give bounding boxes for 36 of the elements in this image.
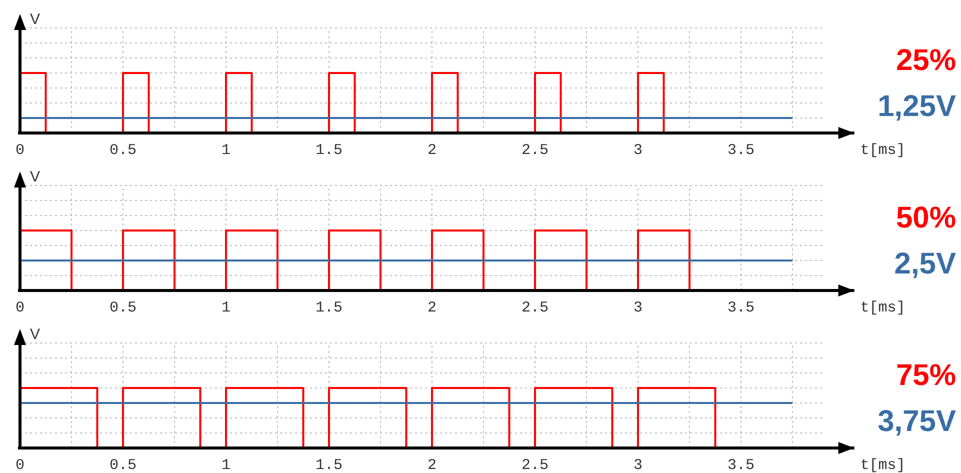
x-tick-label: 1.5 xyxy=(315,142,343,159)
x-tick-label: 3 xyxy=(633,457,643,473)
x-tick-label: 2 xyxy=(427,142,437,159)
text: 75% xyxy=(896,359,956,392)
x-tick-label: 0.5 xyxy=(109,300,137,316)
x-tick-label: 1 xyxy=(221,142,231,159)
x-tick-label: 2.5 xyxy=(521,457,549,473)
x-tick-label: 1 xyxy=(221,457,231,473)
text: 25% xyxy=(896,44,956,77)
x-axis-title: t[ms] xyxy=(860,300,906,316)
x-axis-title: t[ms] xyxy=(860,142,906,159)
x-tick-label: 3.5 xyxy=(727,300,755,316)
x-axis-title: t[ms] xyxy=(860,457,906,473)
text: 2,5V xyxy=(894,248,956,280)
text: 50% xyxy=(896,202,956,234)
x-tick-label: 0 xyxy=(15,457,25,473)
x-tick-label: 2 xyxy=(427,300,437,316)
x-tick-label: 3.5 xyxy=(727,142,755,159)
x-tick-label: 0 xyxy=(15,300,25,316)
x-tick-label: 1 xyxy=(221,300,231,316)
x-tick-label: 3.5 xyxy=(727,457,755,473)
x-tick-label: 3 xyxy=(633,300,643,316)
x-tick-label: 0 xyxy=(15,142,25,159)
y-axis-title: V xyxy=(30,11,40,28)
x-tick-label: 1.5 xyxy=(315,300,343,316)
x-tick-label: 0.5 xyxy=(109,457,137,473)
x-tick-label: 3 xyxy=(633,142,643,159)
y-axis-title: V xyxy=(30,326,40,343)
x-tick-label: 2 xyxy=(427,457,437,473)
x-tick-label: 0.5 xyxy=(109,142,137,159)
text: 3,75V xyxy=(878,405,956,438)
x-tick-label: 2.5 xyxy=(521,142,549,159)
y-axis-title: V xyxy=(30,168,40,186)
x-tick-label: 1.5 xyxy=(315,457,343,473)
text: 1,25V xyxy=(878,90,956,123)
x-tick-label: 2.5 xyxy=(521,300,549,316)
